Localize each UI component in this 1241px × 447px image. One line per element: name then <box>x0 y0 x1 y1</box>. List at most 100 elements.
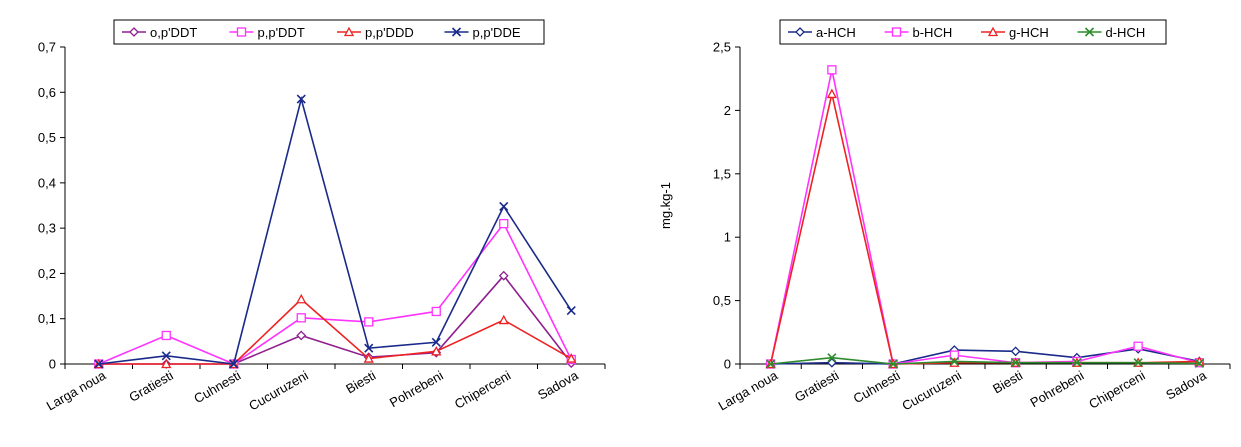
x-tick-label-sadova: Sadova <box>1163 367 1209 402</box>
data-point <box>827 353 837 363</box>
series-line-g-hch <box>769 93 1200 365</box>
x-tick-label-pohrebeni: Pohrebeni <box>387 368 446 411</box>
chart-ddt: 0 0,1 0,2 0,3 0,4 0,5 0,6 0,7 Larga noua Gratiest… <box>38 19 606 414</box>
data-point <box>499 201 509 211</box>
series-line-d-hch <box>770 356 1200 365</box>
data-point <box>498 270 509 281</box>
y-tick-label: 0 <box>724 357 731 372</box>
legend: o,p'DDT p,p'DDT p,p'DDD p,p'DDE <box>113 19 545 45</box>
data-point <box>161 330 171 341</box>
y-tick-label: 1 <box>724 230 731 245</box>
legend-item-p-p-ddd: p,p'DDD <box>337 25 414 40</box>
series-line-a-hch <box>770 347 1200 365</box>
data-point <box>1072 358 1082 368</box>
data-point <box>827 65 837 75</box>
data-point <box>1010 346 1021 357</box>
data-point <box>296 313 306 323</box>
data-point <box>431 306 441 317</box>
data-point <box>431 337 441 347</box>
data-point <box>363 353 374 363</box>
data-point <box>1194 358 1204 368</box>
series-line-p-p-dde <box>98 95 572 365</box>
x-tick-label-cuhnesti: Cuhnesti <box>191 368 243 407</box>
series-d-hch <box>766 353 1204 369</box>
legend-item-o-p-ddt: o,p'DDT <box>122 25 197 40</box>
data-point <box>1011 358 1021 368</box>
legend-label: p,p'DDE <box>473 25 521 40</box>
legend-marker <box>1084 27 1095 37</box>
legend-marker <box>236 27 247 37</box>
legend-label: p,p'DDT <box>258 25 305 40</box>
y-tick-label: 0,1 <box>38 311 56 326</box>
x-tick-label-larga-noua: Larga noua <box>716 367 781 413</box>
x-tick-label-gratiesti: Gratiesti <box>126 368 176 405</box>
legend-label: d-HCH <box>1106 25 1146 40</box>
data-point <box>888 359 898 369</box>
series-g-hch <box>765 88 1205 369</box>
legend-item-d-hch: d-HCH <box>1077 25 1146 40</box>
data-point <box>364 343 374 353</box>
y-tick-label: 0,4 <box>38 175 56 190</box>
y-tick-label: 0,6 <box>38 85 56 100</box>
series-line-b-hch <box>769 69 1200 365</box>
x-tick-label-biesti: Biesti <box>343 368 378 397</box>
legend-label: b-HCH <box>913 25 953 40</box>
legend-item-a-hch: a-HCH <box>788 25 856 40</box>
y-tick-label: 0 <box>49 357 56 372</box>
legend-marker <box>987 26 999 37</box>
legend-item-b-hch: b-HCH <box>884 25 953 40</box>
data-point <box>566 353 577 363</box>
legend-box <box>779 19 1167 45</box>
x-tick-label-cucuruzeni: Cucuruzeni <box>899 368 964 414</box>
data-point <box>826 88 837 99</box>
x-tick-label-cucuruzeni: Cucuruzeni <box>246 368 311 414</box>
data-point <box>161 358 172 369</box>
legend-item-p-p-ddt: p,p'DDT <box>229 25 305 40</box>
legend-item-p-p-dde: p,p'DDE <box>444 25 521 40</box>
y-tick-label: 0,5 <box>713 293 731 308</box>
y-tick-label: 1,5 <box>713 166 731 181</box>
data-point <box>766 359 776 369</box>
legend-label: o,p'DDT <box>150 25 197 40</box>
y-tick-label: 0,5 <box>38 130 56 145</box>
legend: a-HCH b-HCH g-HCH d-HCH <box>779 19 1167 45</box>
series-b-hch <box>765 65 1205 369</box>
data-point <box>364 317 374 327</box>
y-tick-label: 0,3 <box>38 221 56 236</box>
legend-label: a-HCH <box>816 25 856 40</box>
legend-box <box>113 19 545 45</box>
legend-marker <box>451 27 462 37</box>
x-tick-label-chiperceni: Chiperceni <box>1086 368 1147 412</box>
data-point <box>431 345 442 356</box>
y-axis-label: mg.kg-1 <box>658 182 673 229</box>
x-tick-label-cuhnesti: Cuhnesti <box>851 368 903 407</box>
x-tick-label-biesti: Biesti <box>990 368 1025 397</box>
data-point <box>566 305 576 316</box>
data-point <box>229 359 239 369</box>
series-p-p-dde <box>94 94 576 369</box>
series-line-p-p-ddd <box>98 298 572 365</box>
legend-label: p,p'DDD <box>365 25 414 40</box>
x-tick-label-chiperceni: Chiperceni <box>452 368 513 412</box>
series-line-p-p-ddt <box>98 222 572 365</box>
x-tick-label-sadova: Sadova <box>535 367 581 402</box>
data-point <box>94 359 104 369</box>
y-tick-label: 0,7 <box>38 40 56 55</box>
x-tick-label-larga-noua: Larga noua <box>44 367 109 413</box>
data-point <box>296 293 307 304</box>
data-point <box>1133 341 1143 351</box>
legend-item-g-hch: g-HCH <box>981 25 1049 40</box>
x-tick-label-gratiesti: Gratiesti <box>792 368 842 405</box>
data-point <box>296 94 306 104</box>
data-point <box>1133 358 1143 368</box>
data-point <box>949 356 959 367</box>
y-tick-label: 2 <box>724 103 731 118</box>
data-point <box>161 351 171 361</box>
y-tick-label: 2,5 <box>713 40 731 55</box>
data-point <box>499 218 509 229</box>
y-tick-label: 0,2 <box>38 266 56 281</box>
legend-marker <box>795 27 805 37</box>
legend-label: g-HCH <box>1009 25 1049 40</box>
data-point <box>296 330 307 341</box>
